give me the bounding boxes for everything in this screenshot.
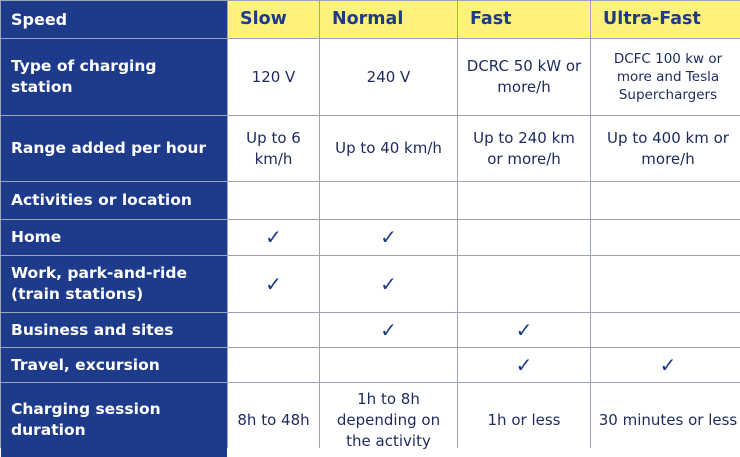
table-cell bbox=[591, 220, 740, 255]
table-cell: Up to 6 km/h bbox=[228, 116, 319, 181]
table-cell bbox=[228, 348, 319, 382]
table-cell: 8h to 48h bbox=[228, 383, 319, 457]
row-label-duration: Charging session duration bbox=[1, 383, 227, 457]
check-icon: ✓ bbox=[458, 313, 590, 347]
corner-header: Speed bbox=[1, 1, 227, 38]
table-cell bbox=[320, 348, 457, 382]
table-cell: 1h or less bbox=[458, 383, 590, 457]
table-cell bbox=[591, 313, 740, 347]
table-cell: 240 V bbox=[320, 39, 457, 115]
table-cell: Up to 40 km/h bbox=[320, 116, 457, 181]
row-label-home: Home bbox=[1, 220, 227, 255]
table-cell bbox=[458, 182, 590, 219]
table-cell: Up to 400 km or more/h bbox=[591, 116, 740, 181]
check-icon: ✓ bbox=[320, 256, 457, 312]
row-label-business: Business and sites bbox=[1, 313, 227, 347]
table-cell bbox=[591, 256, 740, 312]
table-cell bbox=[458, 256, 590, 312]
table-cell: 120 V bbox=[228, 39, 319, 115]
table-cell bbox=[320, 182, 457, 219]
column-header-normal: Normal bbox=[320, 1, 457, 38]
column-header-fast: Fast bbox=[458, 1, 590, 38]
table-cell bbox=[458, 220, 590, 255]
table-cell: DCFC 100 kw or more and Tesla Supercharg… bbox=[591, 39, 740, 115]
check-icon: ✓ bbox=[591, 348, 740, 382]
check-icon: ✓ bbox=[320, 313, 457, 347]
column-header-ultra-fast: Ultra-Fast bbox=[591, 1, 740, 38]
table-cell: Up to 240 km or more/h bbox=[458, 116, 590, 181]
check-icon: ✓ bbox=[228, 256, 319, 312]
column-header-slow: Slow bbox=[228, 1, 319, 38]
check-icon: ✓ bbox=[228, 220, 319, 255]
table-cell: 30 minutes or less bbox=[591, 383, 740, 457]
row-label-station-type: Type of charging station bbox=[1, 39, 227, 115]
check-icon: ✓ bbox=[320, 220, 457, 255]
table-cell: 1h to 8h depending on the activity bbox=[320, 383, 457, 457]
check-icon: ✓ bbox=[458, 348, 590, 382]
table-cell bbox=[228, 313, 319, 347]
row-label-travel: Travel, excursion bbox=[1, 348, 227, 382]
table-cell: DCRC 50 kW or more/h bbox=[458, 39, 590, 115]
table-cell bbox=[591, 182, 740, 219]
row-label-range: Range added per hour bbox=[1, 116, 227, 181]
row-label-work: Work, park-and-ride (train stations) bbox=[1, 256, 227, 312]
table-cell bbox=[228, 182, 319, 219]
row-label-activities: Activities or location bbox=[1, 182, 227, 219]
